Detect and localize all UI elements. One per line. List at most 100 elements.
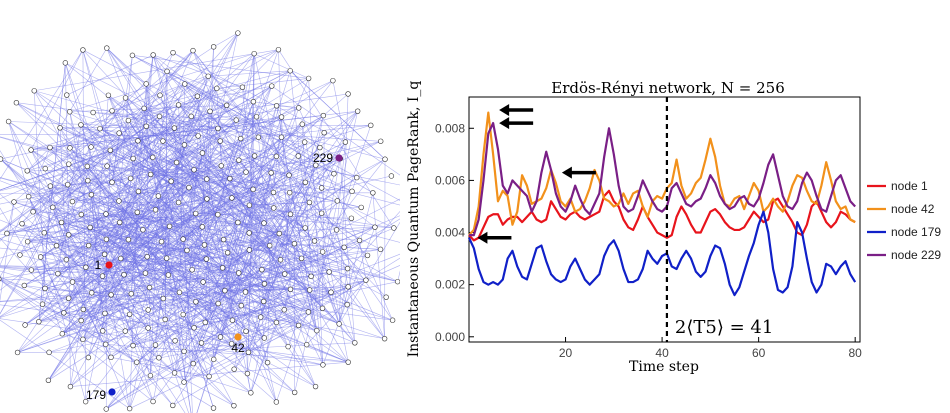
network-edge [284, 227, 394, 275]
network-edge [288, 175, 340, 324]
network-node [299, 121, 306, 127]
network-node [251, 50, 257, 57]
legend-label: node 229 [891, 248, 941, 262]
network-edge [120, 32, 239, 259]
network-node [333, 227, 340, 233]
network-node [87, 224, 93, 231]
network-node [80, 47, 86, 53]
network-node [291, 240, 298, 247]
network-node [134, 359, 140, 365]
network-node [345, 359, 351, 365]
network-edge [233, 309, 285, 370]
network-edge [182, 93, 349, 240]
node-229-marker [335, 154, 343, 162]
network-node [193, 299, 199, 305]
network-node [30, 209, 36, 215]
network-node [103, 406, 109, 412]
network-edge [91, 95, 109, 293]
network-edge [24, 136, 259, 286]
network-node [80, 336, 86, 343]
network-node [391, 225, 397, 231]
network-edge [213, 192, 274, 360]
network-node [195, 133, 201, 139]
network-node [377, 246, 384, 253]
network-node [189, 267, 195, 273]
network-node [287, 211, 294, 217]
network-edge [105, 344, 349, 363]
network-edge [0, 49, 84, 180]
network-edge [31, 229, 143, 271]
network-edge [222, 105, 277, 268]
network-node [190, 47, 196, 54]
network-node [36, 318, 42, 325]
network-node [108, 354, 114, 361]
network-node [229, 317, 236, 323]
network-edge [172, 368, 235, 406]
network-node [260, 298, 267, 305]
network-node [186, 184, 192, 191]
network-node [348, 215, 355, 221]
network-node [228, 341, 235, 347]
network-node [250, 186, 256, 193]
network-node [28, 267, 35, 273]
network-edge [213, 32, 239, 48]
network-edge [68, 234, 309, 313]
network-node [306, 287, 313, 293]
network-node [255, 134, 262, 140]
network-edge [17, 351, 185, 353]
network-edge [306, 279, 367, 345]
network-edge [162, 140, 254, 190]
network-node [358, 204, 364, 211]
network-node [0, 276, 2, 282]
network-node [175, 102, 182, 108]
network-node [238, 135, 244, 142]
network-edge [252, 110, 358, 190]
network-edge [204, 116, 282, 323]
network-node [160, 138, 166, 144]
network-edge [193, 169, 274, 193]
network-node [135, 138, 141, 144]
network-edge [62, 239, 224, 334]
network-node [61, 310, 67, 316]
network-edge [0, 247, 239, 274]
network-edge [172, 52, 346, 143]
network-node [352, 340, 358, 346]
network-node [126, 311, 133, 317]
network-edge [61, 207, 362, 223]
network-edge [308, 177, 358, 313]
network-edge [0, 293, 132, 303]
network-edge [258, 125, 371, 138]
y-tick-label: 0.002 [435, 278, 465, 292]
network-edge [250, 289, 291, 393]
network-edge [0, 319, 130, 409]
network-node [239, 84, 246, 90]
network-edge [174, 127, 357, 178]
network-node [147, 171, 154, 178]
network-node [199, 150, 206, 156]
network-edge [192, 50, 337, 231]
network-node [243, 328, 249, 334]
network-edge [105, 213, 238, 223]
network-node [330, 77, 336, 84]
network-edge [165, 249, 250, 320]
network-node [321, 129, 327, 136]
node-42-label: 42 [231, 341, 245, 355]
network-node [41, 230, 47, 236]
network-edge [159, 116, 316, 387]
network-edge [110, 269, 263, 358]
network-node [83, 264, 89, 271]
network-node [217, 138, 223, 144]
network-node [85, 177, 91, 184]
network-edge [6, 201, 15, 234]
network-edge [52, 88, 217, 208]
network-edge [221, 165, 381, 250]
network-node [205, 73, 211, 79]
network-node [233, 117, 239, 123]
network-node [312, 383, 319, 390]
network-node [275, 46, 282, 53]
network-node [319, 305, 326, 311]
network-edge [62, 213, 196, 334]
x-tick-label: 40 [655, 346, 669, 360]
network-node [345, 91, 351, 97]
network-node [267, 242, 273, 249]
